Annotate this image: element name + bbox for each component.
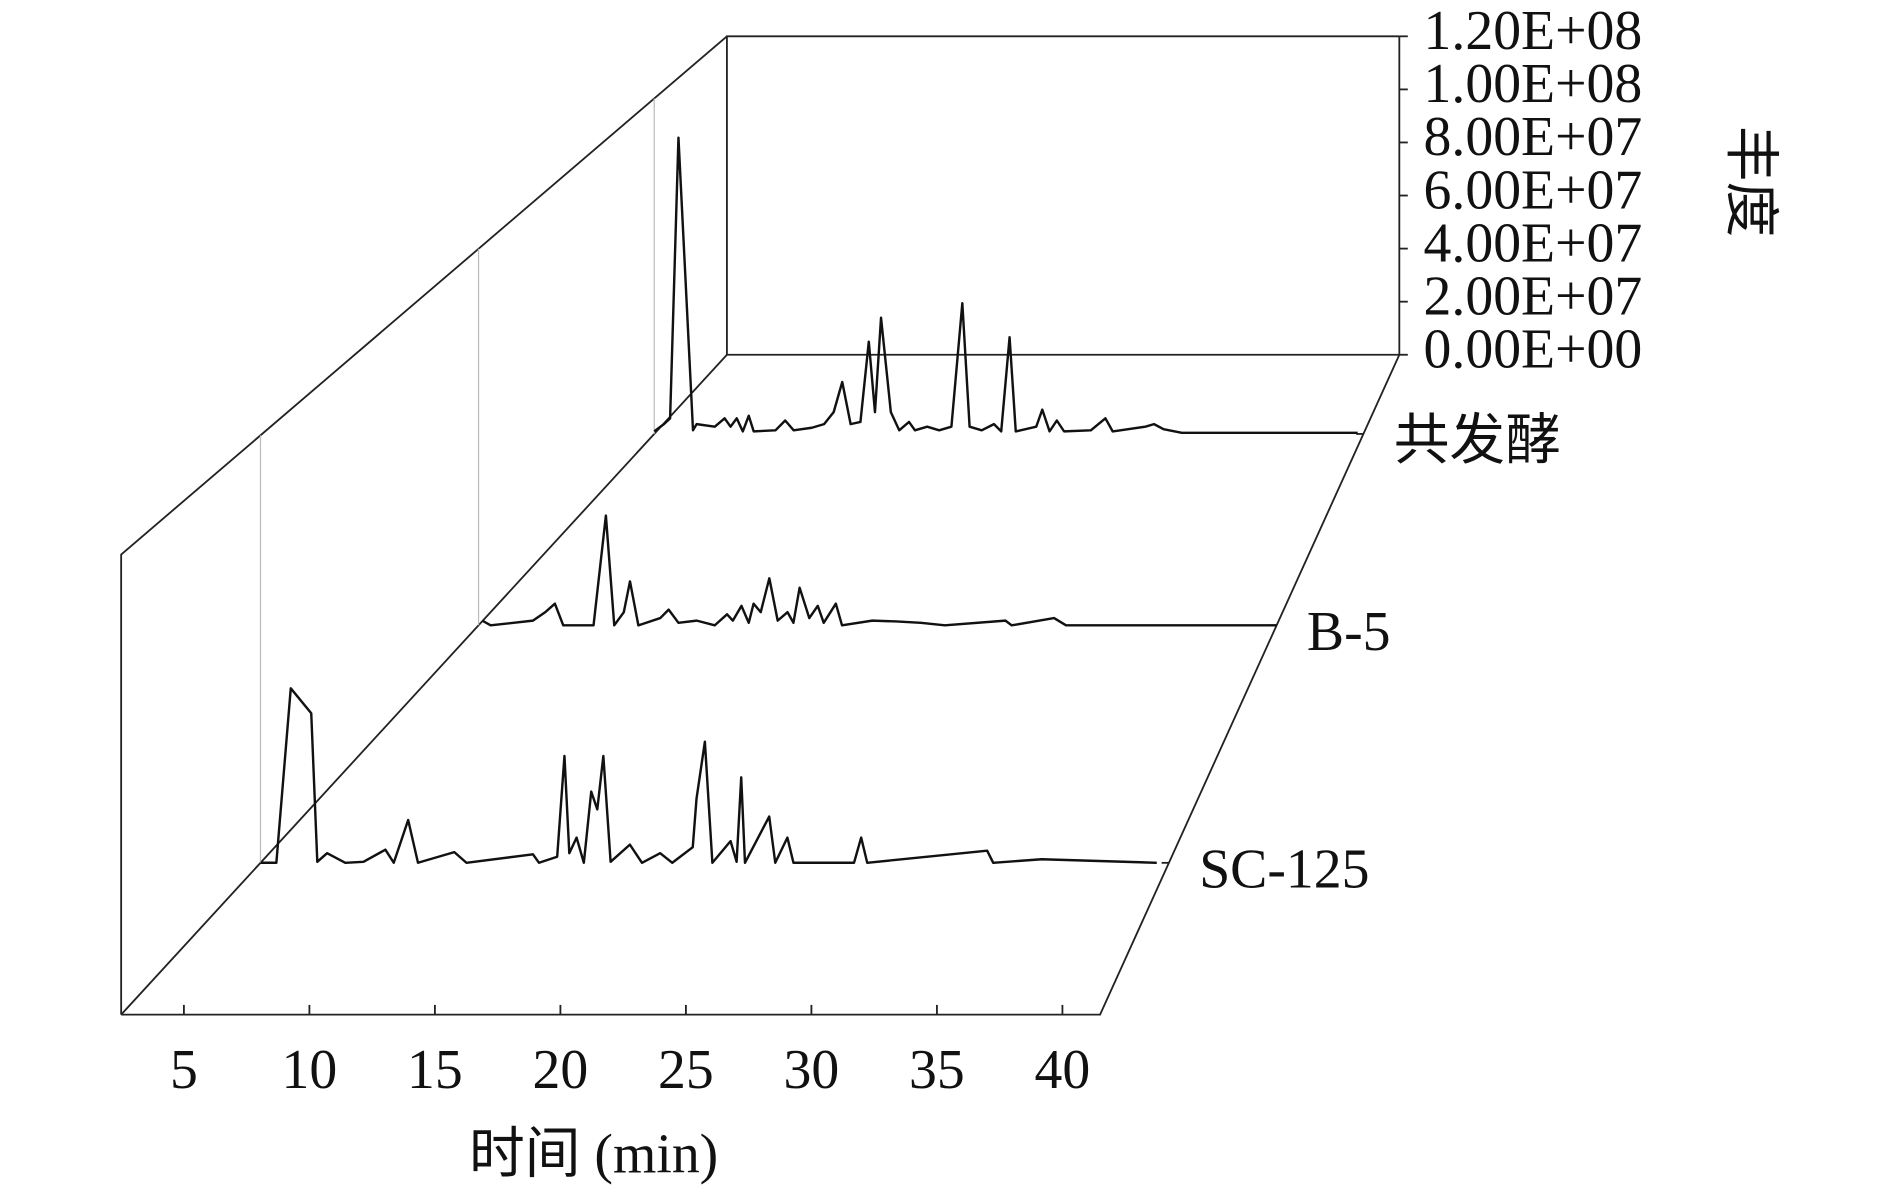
back-plane [726,35,1400,356]
x-axis-label: 时间 (min) [469,1124,718,1186]
y-tick-label: 0.00E+00 [1424,319,1643,381]
series-label: SC-125 [1199,839,1369,901]
y-axis-label: 丰度 [1719,126,1781,237]
x-tick-label: 20 [533,1039,589,1101]
x-tick-label: 35 [909,1039,965,1101]
x-tick-label: 40 [1035,1039,1091,1101]
y-tick-label: 8.00E+07 [1424,106,1643,168]
x-tick-label: 30 [784,1039,840,1101]
y-tick-label: 2.00E+07 [1424,265,1643,327]
x-tick-label: 10 [282,1039,338,1101]
series-line [481,514,1277,627]
series-label: 共发酵 [1394,410,1561,472]
x-tick-label: 5 [170,1039,198,1101]
left-plane-edge [120,354,728,1016]
y-tick-label: 6.00E+07 [1424,159,1643,221]
series-label: B-5 [1307,601,1391,663]
series-line [653,136,1358,435]
y-tick-label: 1.00E+08 [1424,53,1643,115]
y-tick-label: 4.00E+07 [1424,212,1643,274]
floor [121,354,1401,1016]
left-plane [120,35,728,1015]
x-tick-label: 15 [407,1039,463,1101]
y-tick-label: 1.20E+08 [1424,0,1643,62]
x-tick-label: 25 [658,1039,714,1101]
series-line [260,687,1157,864]
